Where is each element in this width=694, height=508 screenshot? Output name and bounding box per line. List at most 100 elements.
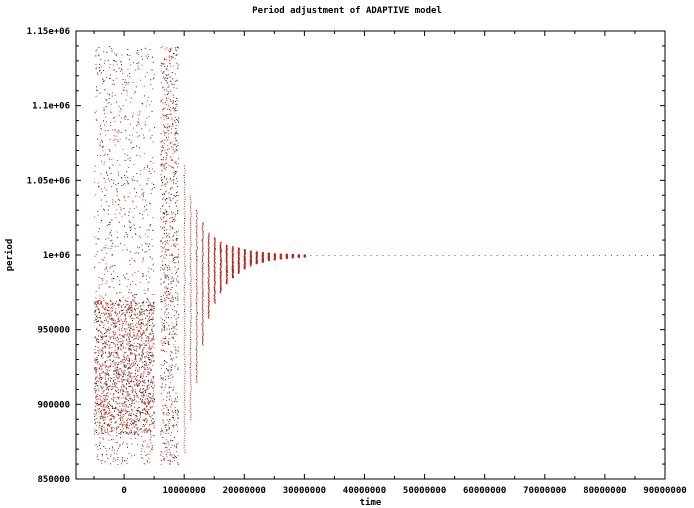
data-point — [99, 145, 101, 147]
data-point — [145, 397, 147, 399]
data-point — [145, 356, 147, 358]
data-point — [104, 395, 106, 397]
data-point — [134, 391, 136, 393]
data-point — [189, 283, 191, 284]
data-point — [226, 253, 228, 254]
data-point — [127, 297, 129, 299]
data-point — [131, 309, 133, 311]
data-point — [142, 376, 144, 378]
data-point — [116, 396, 118, 398]
data-point — [232, 258, 234, 260]
data-point — [108, 408, 110, 409]
data-point — [208, 274, 210, 276]
data-point — [95, 95, 97, 97]
data-point — [172, 279, 174, 281]
data-point — [183, 354, 185, 356]
data-point — [126, 384, 128, 386]
data-point — [115, 364, 117, 366]
data-point — [112, 335, 114, 337]
data-point — [172, 179, 174, 181]
data-point — [124, 236, 126, 238]
data-point — [146, 229, 148, 231]
data-point — [110, 301, 112, 302]
data-point — [169, 292, 171, 294]
data-point — [141, 392, 143, 394]
data-point — [102, 333, 104, 335]
data-point — [195, 303, 197, 305]
data-point — [94, 409, 96, 411]
data-point — [124, 409, 126, 411]
data-point — [202, 309, 203, 311]
data-point — [136, 396, 138, 398]
data-point — [105, 395, 107, 396]
data-point — [178, 121, 179, 123]
data-point — [140, 334, 142, 336]
data-point — [121, 177, 123, 179]
data-point — [113, 417, 114, 419]
data-point — [131, 178, 133, 180]
data-point — [129, 418, 131, 420]
data-point — [166, 294, 168, 296]
data-point — [184, 237, 185, 239]
data-point — [103, 418, 105, 420]
data-point — [115, 385, 116, 387]
data-point — [168, 429, 170, 430]
data-point — [111, 254, 113, 256]
data-point — [94, 302, 96, 304]
data-point — [142, 193, 144, 195]
data-point — [139, 390, 141, 392]
data-point — [135, 437, 137, 439]
data-point — [153, 306, 155, 307]
data-point — [208, 300, 210, 302]
data-point — [119, 312, 120, 314]
data-point — [103, 120, 104, 122]
data-point — [97, 395, 99, 397]
data-point — [101, 432, 103, 434]
data-point — [105, 432, 107, 434]
data-point — [169, 454, 171, 456]
data-point — [171, 287, 173, 289]
data-point — [167, 421, 169, 423]
data-point — [167, 378, 169, 379]
data-point — [96, 446, 98, 448]
data-point — [162, 194, 163, 196]
data-point — [244, 249, 246, 250]
data-point — [190, 378, 191, 380]
data-point — [168, 386, 170, 388]
data-point — [111, 398, 113, 400]
data-point — [107, 431, 109, 433]
data-point — [184, 361, 186, 363]
data-point — [135, 400, 137, 402]
data-point — [165, 426, 166, 428]
data-point — [101, 412, 103, 414]
data-point — [97, 74, 99, 76]
data-point — [127, 332, 129, 334]
data-point — [202, 269, 204, 271]
data-point — [183, 385, 185, 387]
data-point — [115, 312, 117, 314]
data-point — [130, 327, 132, 329]
data-point — [150, 361, 152, 363]
data-point — [134, 433, 136, 435]
data-point — [124, 364, 126, 366]
data-point — [121, 326, 123, 328]
data-point — [113, 417, 115, 419]
data-point — [162, 237, 164, 239]
data-point — [184, 435, 186, 437]
data-point — [131, 372, 133, 374]
data-point — [126, 328, 128, 330]
data-point — [133, 208, 135, 209]
data-point — [152, 168, 153, 170]
data-point — [104, 382, 106, 384]
data-point — [165, 439, 167, 441]
data-point — [124, 225, 125, 227]
data-point — [169, 197, 171, 199]
data-point — [160, 141, 162, 143]
data-point — [208, 233, 210, 235]
data-point — [175, 173, 177, 175]
data-point — [139, 324, 141, 326]
data-point — [170, 211, 172, 213]
data-point — [170, 358, 172, 360]
data-point — [131, 317, 133, 319]
data-point — [104, 422, 106, 423]
